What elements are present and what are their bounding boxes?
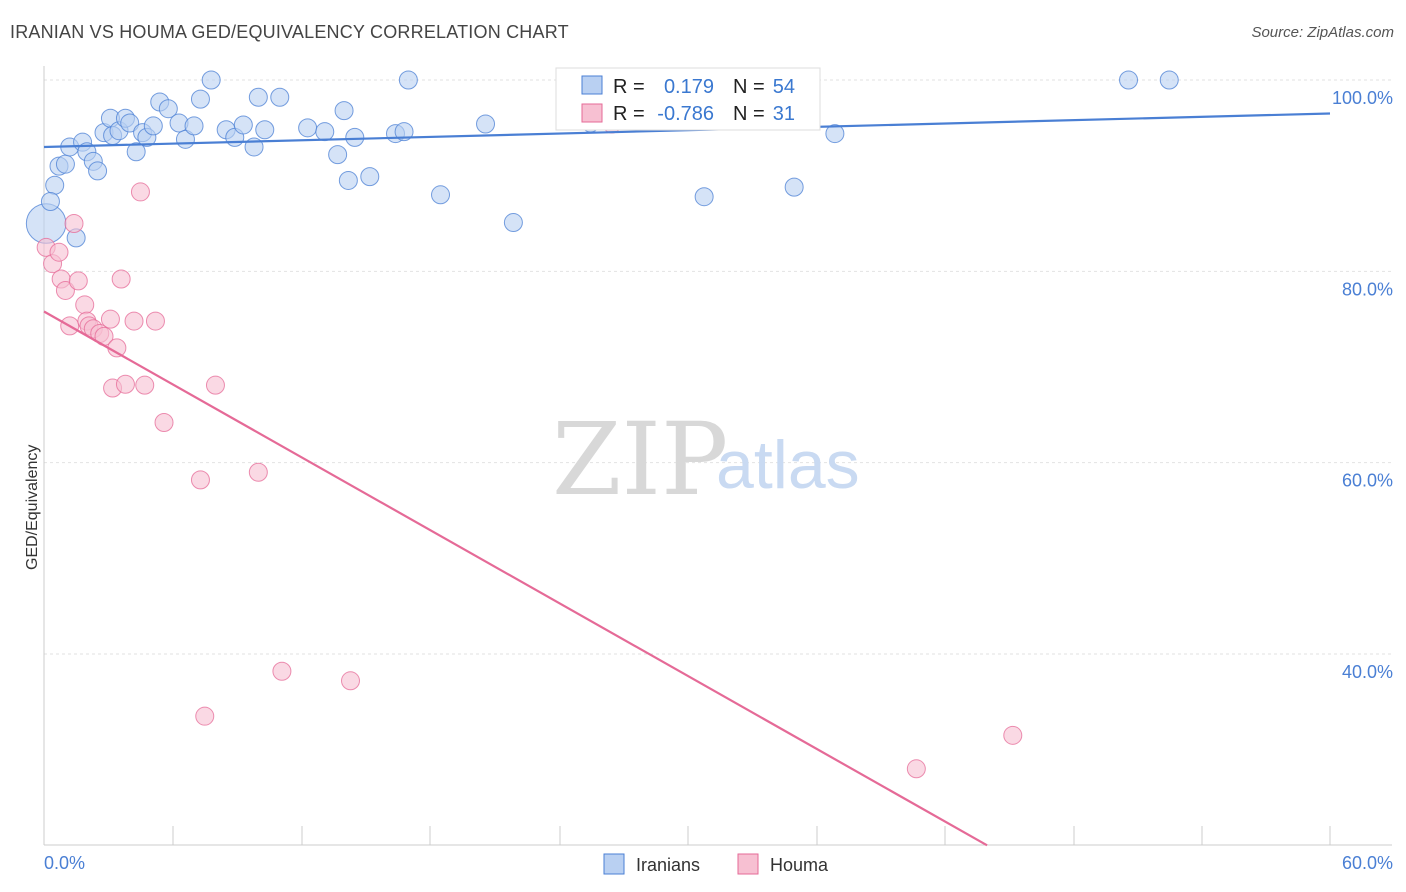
data-point <box>340 671 360 691</box>
data-point <box>158 99 178 119</box>
data-point <box>205 375 225 395</box>
data-point <box>338 170 358 190</box>
stats-r-label-iranians: R = <box>613 76 645 98</box>
legend-swatch-iranians <box>603 853 625 875</box>
data-point <box>784 177 804 197</box>
data-point <box>40 191 60 211</box>
source-label: Source: ZipAtlas.com <box>1251 24 1394 41</box>
series-houma-points <box>36 114 1023 779</box>
data-point <box>315 122 335 142</box>
data-point <box>154 412 174 432</box>
data-point <box>248 87 268 107</box>
stats-swatch-iranians <box>581 75 603 95</box>
y-tick-label: 80.0% <box>1342 279 1393 299</box>
data-point <box>184 116 204 136</box>
data-point <box>75 295 95 315</box>
stats-n-label-iranians: N = <box>733 76 765 98</box>
data-point <box>233 115 253 135</box>
data-point <box>431 185 451 205</box>
data-point <box>190 89 210 109</box>
data-point <box>1003 725 1023 745</box>
tick-labels: 100.0% 80.0% 60.0% 40.0% 0.0% 60.0% <box>44 88 1393 873</box>
data-point <box>88 161 108 181</box>
trend-line <box>43 310 988 847</box>
data-point <box>130 182 150 202</box>
data-point <box>345 127 365 147</box>
y-tick-label: 60.0% <box>1342 471 1393 491</box>
y-tick-label: 100.0% <box>1332 88 1393 108</box>
watermark-atlas: atlas <box>716 427 860 503</box>
data-point <box>143 116 163 136</box>
data-point <box>272 661 292 681</box>
data-point <box>906 759 926 779</box>
data-point <box>124 311 144 331</box>
data-point <box>45 175 65 195</box>
chart-title: IRANIAN VS HOUMA GED/EQUIVALENCY CORRELA… <box>10 22 569 42</box>
data-point <box>503 213 523 233</box>
stats-n-value-houma: 31 <box>773 103 795 125</box>
data-point <box>248 462 268 482</box>
data-point <box>476 114 496 134</box>
gridlines <box>44 79 1392 655</box>
data-point <box>111 269 131 289</box>
stats-n-value-iranians: 54 <box>773 76 795 98</box>
data-point <box>55 154 75 174</box>
data-point <box>126 142 146 162</box>
data-point <box>201 70 221 90</box>
legend-swatch-houma <box>737 853 759 875</box>
data-point <box>49 242 69 262</box>
stats-n-label-houma: N = <box>733 103 765 125</box>
data-point <box>190 470 210 490</box>
data-point <box>195 706 215 726</box>
data-point <box>255 120 275 140</box>
stats-swatch-houma <box>581 103 603 123</box>
legend-label-iranians: Iranians <box>636 855 700 875</box>
x-tick-label: 0.0% <box>44 853 85 873</box>
data-point <box>298 118 318 138</box>
data-point <box>55 280 75 300</box>
x-tick-label: 60.0% <box>1342 853 1393 873</box>
y-tick-label: 40.0% <box>1342 662 1393 682</box>
data-point <box>107 338 127 358</box>
data-point <box>694 187 714 207</box>
watermark-zip: ZIP <box>552 401 728 518</box>
stats-legend: R = 0.179 N = 54 R = -0.786 N = 31 <box>555 67 821 131</box>
data-point <box>334 101 354 121</box>
data-point <box>398 70 418 90</box>
data-point <box>1159 70 1179 90</box>
data-point <box>270 87 290 107</box>
legend-label-houma: Houma <box>770 855 829 875</box>
data-point <box>825 124 845 144</box>
series-iranians-points <box>25 70 1179 248</box>
data-point <box>394 122 414 142</box>
axes <box>43 66 1392 846</box>
data-point <box>100 309 120 329</box>
data-point <box>68 271 88 291</box>
y-axis-label: GED/Equivalency <box>24 445 41 570</box>
data-point <box>360 167 380 187</box>
stats-r-value-iranians: 0.179 <box>664 76 714 98</box>
data-point <box>120 113 140 133</box>
data-point <box>64 214 84 233</box>
watermark: ZIP atlas <box>552 401 860 518</box>
data-point <box>135 375 155 395</box>
data-point <box>115 374 135 394</box>
data-point <box>1119 70 1139 90</box>
stats-r-label-houma: R = <box>613 103 645 125</box>
data-point <box>145 311 165 331</box>
stats-r-value-houma: -0.786 <box>657 103 714 125</box>
bottom-legend: Iranians Houma <box>603 853 829 875</box>
data-point <box>328 145 348 165</box>
